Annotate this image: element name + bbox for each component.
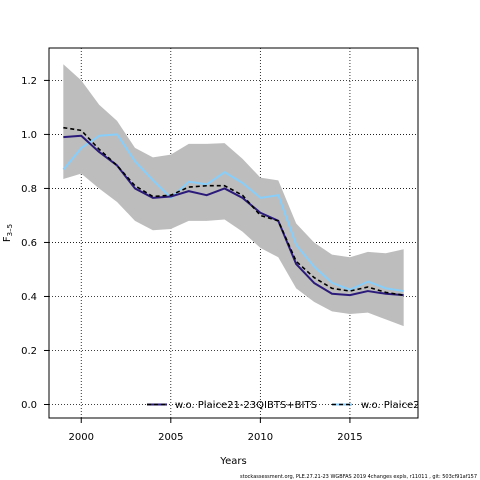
legend-label-1: w.o. Plaice2	[361, 400, 419, 411]
y-tick-label: 0.2	[21, 346, 37, 357]
x-axis-label: Years	[219, 456, 246, 467]
legend: w.o. Plaice21-23QIBTS+BITS w.o. Plaice2	[147, 400, 419, 411]
series-line-1	[62, 133, 404, 293]
series-line-2	[63, 126, 404, 296]
y-axis-label-main: F	[2, 236, 13, 242]
y-tick-label: 0.6	[21, 238, 37, 249]
series-lines	[62, 126, 404, 297]
x-tick-label: 2010	[248, 432, 273, 443]
y-tick-label: 1.2	[21, 76, 37, 87]
confidence-band	[63, 64, 404, 327]
y-tick-label: 0.0	[21, 400, 37, 411]
x-tick-label: 2005	[158, 432, 183, 443]
plot-frame	[48, 47, 419, 419]
footer-credit: stockassessment.org, PLE.27.21-23 WGBFAS…	[240, 474, 477, 480]
y-tick-label: 0.8	[21, 184, 37, 195]
axis-ticks: 2000 2005 2010 2015 0.0 0.2 0.4 0.6 0.8 1.0 1.2	[21, 76, 363, 443]
legend-label-0: w.o. Plaice21-23QIBTS+BITS	[175, 400, 317, 411]
y-tick-label: 1.0	[21, 130, 37, 141]
grid	[49, 48, 418, 418]
y-tick-label: 0.4	[21, 292, 37, 303]
x-tick-label: 2015	[337, 432, 362, 443]
x-tick-label: 2000	[69, 432, 94, 443]
y-axis-label: F3–5	[2, 224, 14, 242]
confidence-band-area	[63, 64, 404, 327]
y-axis-label-subscript: 3–5	[6, 224, 14, 236]
